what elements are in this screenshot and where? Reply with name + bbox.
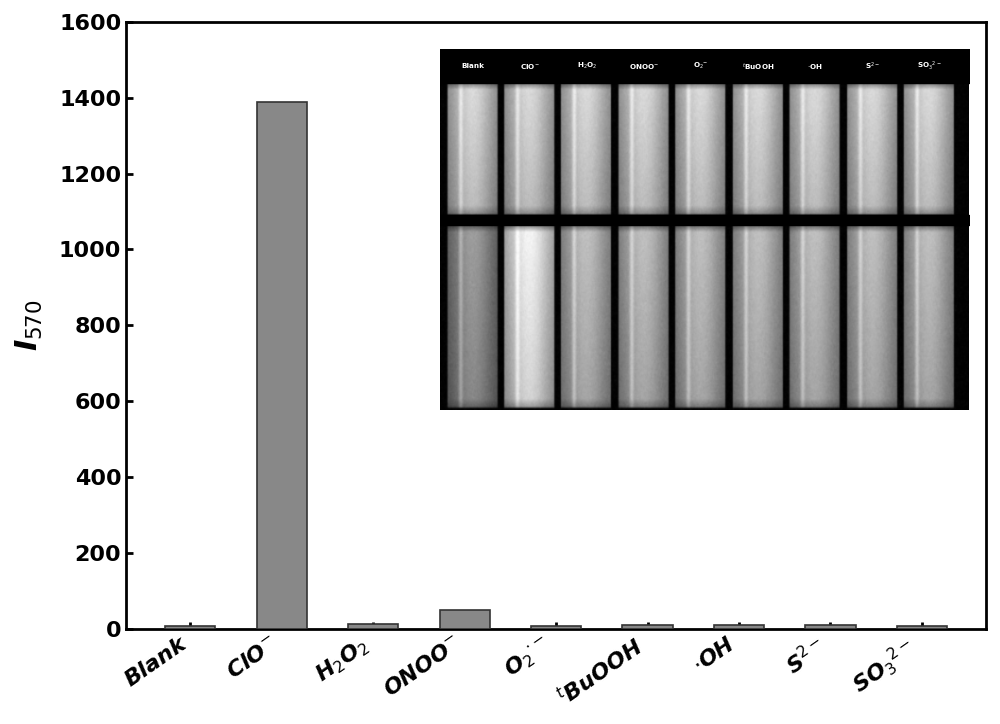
Bar [714,625,764,629]
Bar [622,625,673,629]
Bar [165,626,215,629]
Bar [531,626,581,629]
Bar [257,101,307,629]
Bar [805,625,856,629]
Bar [440,610,490,629]
Bar [897,626,947,629]
Y-axis label: I$_{570}$: I$_{570}$ [14,300,45,351]
Bar [348,624,398,629]
